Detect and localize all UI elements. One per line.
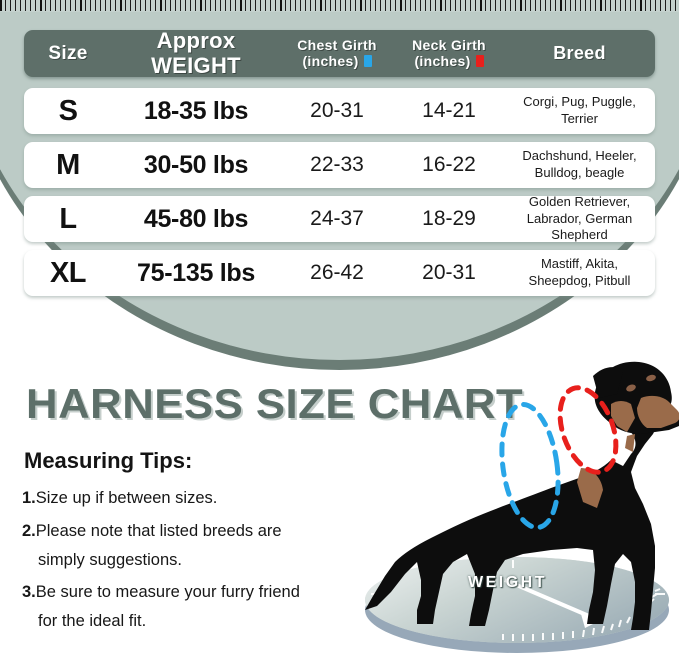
dog-body [365, 368, 671, 630]
table-header-row: Size Approx WEIGHT Chest Girth (inches) … [24, 27, 655, 78]
cell-size: S [58, 94, 78, 127]
cell-neck: 18-29 [422, 207, 476, 230]
header-neck-line2: (inches) [394, 52, 504, 70]
tip-text: Be sure to measure your furry friend [35, 583, 300, 602]
header-neck-line1: Neck Girth [412, 36, 486, 53]
cell-chest: 22-33 [310, 153, 364, 176]
dog-head [593, 361, 679, 452]
dog-muzzle-marking [637, 395, 679, 428]
cell-size: M [56, 148, 80, 181]
dog-eye [626, 384, 636, 392]
tip-number: 1. [22, 489, 36, 507]
cell-chest: 20-31 [310, 99, 364, 122]
cell-weight: 18-35 lbs [143, 96, 249, 125]
cell-neck: 14-21 [422, 99, 476, 122]
dog-ear [593, 367, 623, 398]
tip-text: Please note that listed breeds are [35, 521, 282, 540]
cell-chest: 24-37 [310, 207, 364, 230]
neck-girth-measure-circle [557, 385, 619, 475]
tip-text: Size up if between sizes. [35, 489, 218, 507]
chest-color-swatch-icon [363, 54, 372, 67]
cell-breed: Corgi, Pug, Puggle, Terrier [523, 94, 636, 126]
header-cell-neck-girth: Neck Girth (inches) [394, 36, 504, 70]
table-row: M 30-50 lbs 22-33 16-22 Dachshund, Heele… [24, 142, 655, 188]
page-title: HARNESS SIZE CHART [26, 380, 524, 427]
tip-text-continued: for the ideal fit. [38, 612, 147, 631]
header-cell-chest-girth: Chest Girth (inches) [280, 36, 394, 70]
cell-breed: Golden Retriever, Labrador, German Shephe… [526, 193, 633, 243]
table-row: S 18-35 lbs 20-31 14-21 Corgi, Pug, Pugg… [24, 88, 655, 134]
scale-weight-label: WEIGHT [468, 574, 547, 591]
header-cell-breed: Breed [553, 43, 606, 64]
dog-brow-marking [646, 374, 656, 382]
header-chest-units: (inches) [302, 52, 359, 69]
dog-illustration [365, 361, 679, 653]
ruler-major-ticks [0, 0, 679, 11]
list-item: 3.Be sure to measure your furry friend f… [22, 582, 352, 633]
header-chest-line2: (inches) [280, 52, 394, 70]
cell-size: L [59, 202, 77, 235]
cell-weight: 75-135 lbs [137, 258, 255, 287]
cell-neck: 16-22 [422, 153, 476, 176]
header-cell-size: Size [48, 42, 88, 64]
neck-color-swatch-icon [475, 54, 484, 67]
header-cell-weight: Approx WEIGHT [151, 27, 241, 78]
cell-weight: 45-80 lbs [143, 204, 249, 233]
scale-platform-shading [365, 557, 669, 643]
tip-number: 2. [22, 521, 36, 540]
cell-breed: Dachshund, Heeler, Bulldog, beagle [522, 148, 637, 180]
measuring-tips-heading: Measuring Tips: [24, 448, 193, 473]
cell-chest: 26-42 [310, 261, 364, 284]
table-row: XL 75-135 lbs 26-42 20-31 Mastiff, Akita… [24, 250, 655, 296]
header-chest-line1: Chest Girth [297, 36, 377, 53]
bottom-section: HARNESS SIZE CHART Measuring Tips: 1.Siz… [0, 340, 679, 662]
cell-size: XL [49, 256, 87, 289]
chest-girth-measure-circle [499, 401, 561, 531]
cell-neck: 20-31 [422, 261, 476, 284]
table-row: L 45-80 lbs 24-37 18-29 Golden Retriever… [24, 193, 655, 243]
list-item: 2.Please note that listed breeds are sim… [22, 521, 352, 572]
header-neck-units: (inches) [414, 52, 471, 69]
cell-weight: 30-50 lbs [143, 150, 249, 179]
list-item: 1.Size up if between sizes. [22, 488, 352, 510]
dog-chest-marking [577, 468, 603, 508]
dog-chin-marking [625, 434, 635, 452]
measuring-tips-list: 1.Size up if between sizes. 2.Please not… [22, 488, 352, 644]
tip-text-continued: simply suggestions. [38, 550, 182, 569]
tip-number: 3. [22, 583, 36, 602]
cell-breed: Mastiff, Akita, Sheepdog, Pitbull [528, 256, 631, 288]
dog-cheek-marking [611, 401, 635, 432]
